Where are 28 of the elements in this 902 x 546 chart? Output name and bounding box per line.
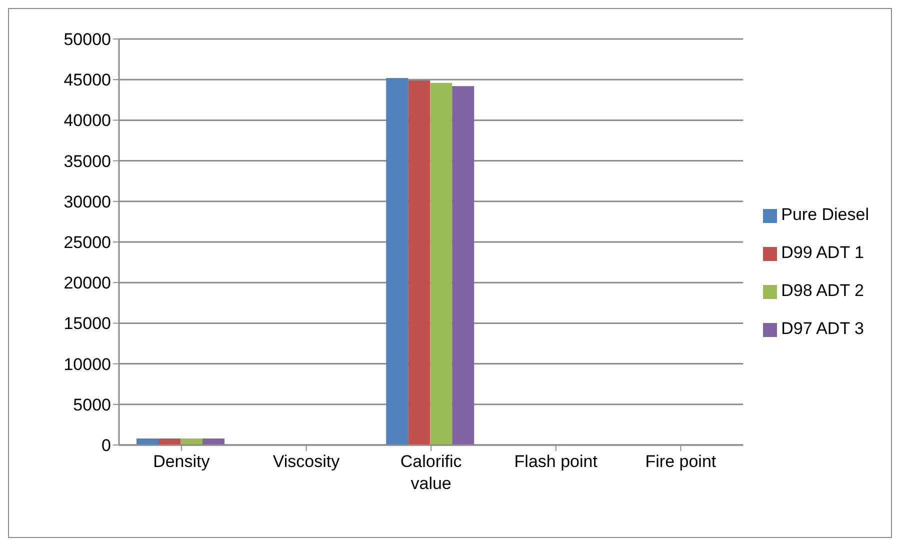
y-tick-label: 20000 — [64, 274, 111, 293]
y-tick-label: 35000 — [64, 152, 111, 171]
y-tick-label: 15000 — [64, 314, 111, 334]
legend-label: D98 ADT 2 — [781, 281, 864, 300]
y-tick-label: 45000 — [64, 70, 111, 90]
bar — [202, 438, 224, 445]
legend-label: Pure Diesel — [781, 205, 869, 224]
y-tick-label: 30000 — [64, 192, 111, 212]
bar — [430, 82, 452, 445]
legend-label: D99 ADT 1 — [781, 243, 864, 262]
x-tick-label: Viscosity — [272, 452, 340, 471]
legend-label: D97 ADT 3 — [781, 319, 864, 338]
x-tick-label: Density — [153, 452, 210, 471]
bar — [408, 80, 430, 445]
y-tick-label: 0 — [102, 436, 111, 456]
bar — [386, 78, 408, 445]
bar — [136, 438, 158, 445]
x-tick-label: Calorific value — [400, 452, 462, 493]
x-tick-label: Fire point — [645, 452, 716, 471]
x-tick-label: Flash point — [514, 452, 598, 471]
y-tick-label: 5000 — [73, 395, 111, 414]
y-tick-label: 10000 — [64, 354, 111, 374]
bar — [452, 86, 474, 445]
bar — [180, 438, 202, 445]
y-tick-label: 25000 — [64, 233, 111, 252]
y-tick-label: 50000 — [64, 30, 111, 50]
bar — [158, 438, 180, 445]
y-tick-label: 40000 — [64, 111, 111, 130]
